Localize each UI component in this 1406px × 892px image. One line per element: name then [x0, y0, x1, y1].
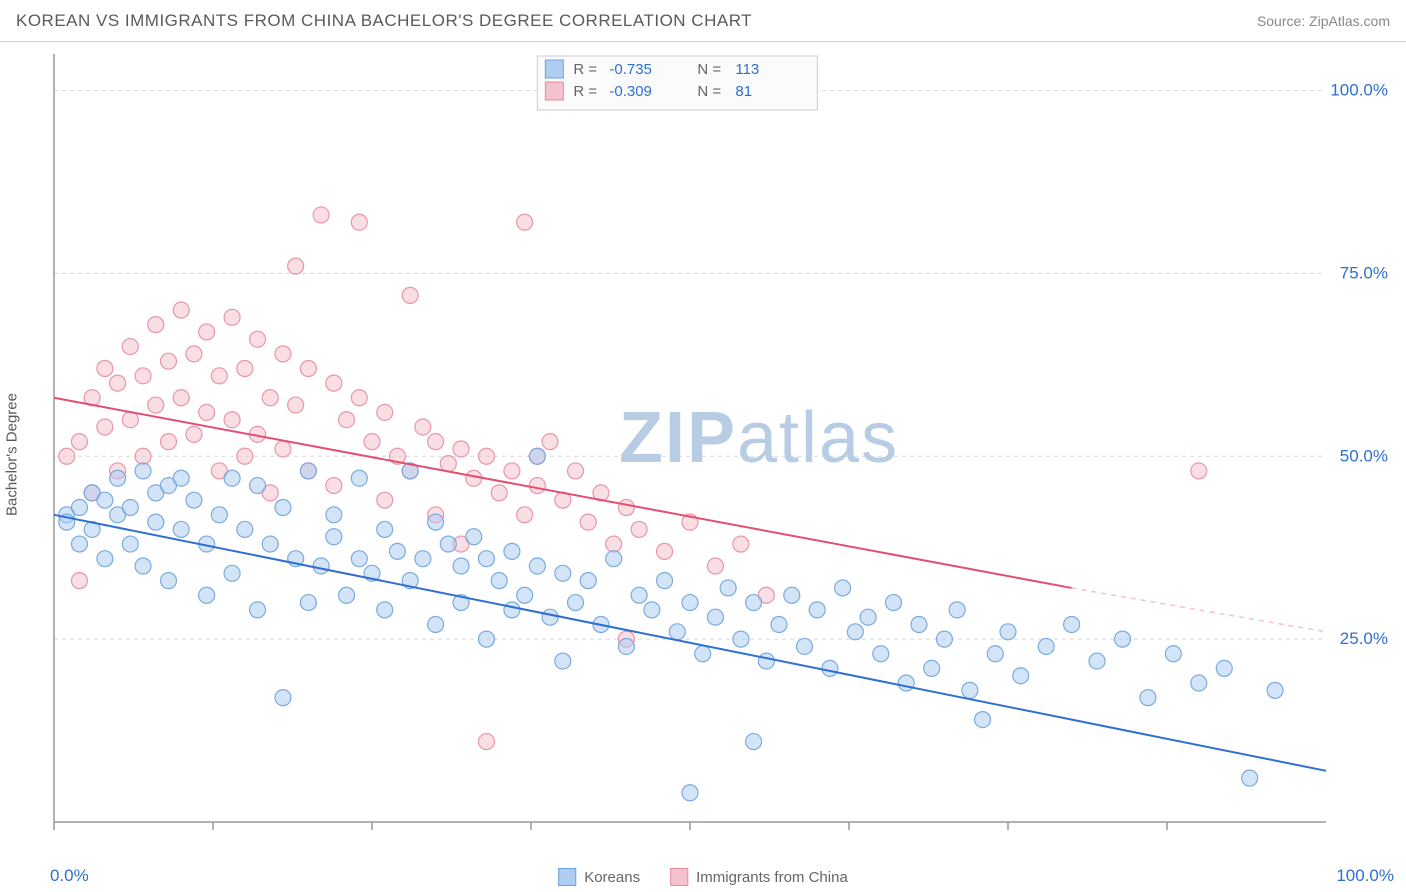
svg-text:R =: R =	[573, 83, 597, 100]
svg-text:N =: N =	[697, 61, 721, 78]
x-axis-min-label: 0.0%	[50, 866, 89, 886]
svg-text:100.0%: 100.0%	[1330, 81, 1388, 100]
legend-swatch-china	[670, 868, 688, 886]
legend-label-china: Immigrants from China	[696, 869, 848, 886]
svg-text:81: 81	[735, 83, 752, 100]
svg-text:R =: R =	[573, 61, 597, 78]
svg-text:-0.309: -0.309	[609, 83, 652, 100]
svg-text:113: 113	[735, 61, 759, 78]
legend-swatch-koreans	[558, 868, 576, 886]
chart-plot-area: 25.0% 50.0% 75.0% 100.0% R = -0.735 N = 113 R =-…	[50, 42, 1396, 852]
legend-item-koreans: Koreans	[558, 868, 640, 886]
scatter-plot-svg: 25.0% 50.0% 75.0% 100.0% R = -0.735 N = 113 R =-…	[50, 42, 1396, 852]
svg-text:75.0%: 75.0%	[1340, 263, 1388, 282]
y-axis-label: Bachelor's Degree	[4, 393, 21, 516]
legend-label-koreans: Koreans	[584, 869, 640, 886]
svg-text:50.0%: 50.0%	[1340, 446, 1388, 465]
x-axis-max-label: 100.0%	[1336, 866, 1394, 886]
svg-text:-0.735: -0.735	[609, 61, 652, 78]
chart-title: KOREAN VS IMMIGRANTS FROM CHINA BACHELOR…	[16, 11, 752, 31]
legend-item-china: Immigrants from China	[670, 868, 848, 886]
svg-text:N =: N =	[697, 83, 721, 100]
svg-text:25.0%: 25.0%	[1340, 629, 1388, 648]
footer-legend: Koreans Immigrants from China	[558, 868, 848, 886]
chart-source: Source: ZipAtlas.com	[1257, 13, 1390, 29]
chart-header: KOREAN VS IMMIGRANTS FROM CHINA BACHELOR…	[0, 0, 1406, 42]
